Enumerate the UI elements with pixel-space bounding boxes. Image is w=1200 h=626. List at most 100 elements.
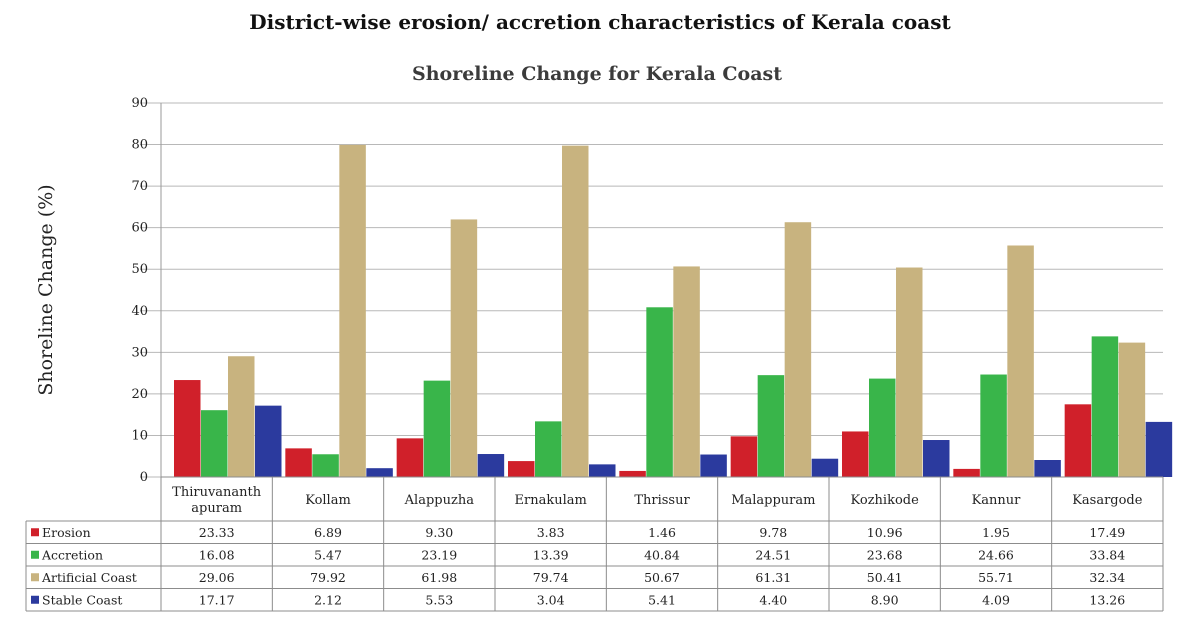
y-tick-label: 90 [131,96,148,111]
bar-stable-coast [477,454,505,477]
table-cell: 17.17 [199,592,235,607]
y-tick-label: 20 [131,387,148,402]
bar-stable-coast [1034,460,1061,477]
y-tick-label: 60 [131,221,148,236]
table-cell: 4.40 [759,592,787,607]
y-tick-label: 0 [140,470,148,485]
bar-accretion [312,454,339,477]
bar-accretion [423,380,451,477]
y-tick-label: 30 [131,345,148,360]
series-name: Stable Coast [42,592,122,607]
category-label-line: Alappuzha [404,493,475,508]
bar-erosion [953,468,980,477]
bar-artificial-coast [896,267,923,477]
bar-erosion [174,380,201,477]
y-tick-label: 80 [131,138,148,153]
bar-artificial-coast [1007,245,1034,477]
bar-stable-coast [1145,421,1173,477]
table-cell: 23.68 [867,547,903,562]
bar-erosion [1064,404,1092,477]
category-label-line: Kannur [972,493,1022,508]
bar-artificial-coast [1118,342,1146,477]
bar-accretion [201,410,228,477]
table-cell: 32.34 [1089,570,1125,585]
table-cell: 13.39 [533,547,569,562]
table-cell: 5.41 [648,592,676,607]
table-cell: 10.96 [867,525,903,540]
bar-stable-coast [589,464,616,477]
y-tick-label: 70 [131,179,148,194]
bar-stable-coast [923,440,950,477]
bar-erosion [285,448,312,477]
bar-stable-coast [255,405,282,477]
table-cell: 13.26 [1089,592,1125,607]
category-label-line: Thiruvananth [172,485,262,500]
table-cell: 3.83 [537,525,565,540]
bar-accretion [646,307,673,477]
table-cell: 3.04 [537,592,565,607]
category-label-line: Ernakulam [515,493,587,508]
legend-swatch [31,573,39,582]
category-label: Kozhikode [851,493,920,508]
table-cell: 61.98 [421,570,457,585]
bar-accretion [757,375,785,477]
table-cell: 50.41 [867,570,903,585]
table-cell: 5.47 [314,547,342,562]
series-name: Erosion [42,525,91,540]
category-label-line: Thrissur [634,493,690,508]
category-label: Kasargode [1072,493,1143,508]
category-label: Kollam [305,493,351,508]
table-cell: 79.92 [310,570,346,585]
table-cell: 2.12 [314,592,342,607]
bar-artificial-coast [228,356,255,477]
legend-swatch [31,595,39,604]
category-label-line: Kasargode [1072,493,1143,508]
table-cell: 24.66 [978,547,1014,562]
bar-erosion [619,470,646,477]
bar-artificial-coast [450,219,478,477]
table-cell: 9.78 [759,525,787,540]
bar-accretion [1091,336,1119,477]
category-label-line: Kollam [305,493,351,508]
table-cell: 8.90 [871,592,899,607]
table-cell: 61.31 [755,570,791,585]
bar-stable-coast [366,468,393,477]
table-cell: 6.89 [314,525,342,540]
table-cell: 4.09 [982,592,1010,607]
y-axis-ticks: 0 10 20 30 40 50 60 70 80 90 [131,96,148,485]
bar-artificial-coast [673,266,700,477]
category-label: Ernakulam [515,493,587,508]
bar-artificial-coast [784,222,812,477]
category-label-line: Kozhikode [851,493,920,508]
series-name: Accretion [41,547,103,562]
table-cell: 40.84 [644,547,680,562]
bar-accretion [980,374,1007,477]
data-table: Thiruvananth apuram Kollam Alappuzha Ernakul… [25,476,1164,612]
category-label: Malappuram [731,493,815,508]
bar-accretion [535,421,562,477]
series-name: Artificial Coast [41,570,137,585]
bar-stable-coast [700,454,727,477]
table-cell: 50.67 [644,570,680,585]
page-title: District-wise erosion/ accretion charact… [249,10,951,34]
category-label: Thiruvananth apuram [172,485,262,516]
y-tick-label: 40 [131,304,148,319]
legend-swatch [31,528,39,537]
bar-erosion [842,431,869,477]
y-tick-label: 10 [131,428,148,443]
bar-erosion [396,438,424,477]
table-cell: 79.74 [533,570,569,585]
bar-artificial-coast [339,144,366,477]
category-label: Alappuzha [404,493,475,508]
table-cell: 1.95 [982,525,1010,540]
table-cell: 5.53 [425,592,453,607]
table-cell: 1.46 [648,525,676,540]
bar-erosion [730,436,758,477]
table-cell: 17.49 [1089,525,1125,540]
y-tick-label: 50 [131,262,148,277]
legend-swatch [31,550,39,559]
category-label: Kannur [972,493,1022,508]
table-cell: 9.30 [425,525,453,540]
table-cell: 33.84 [1089,547,1125,562]
